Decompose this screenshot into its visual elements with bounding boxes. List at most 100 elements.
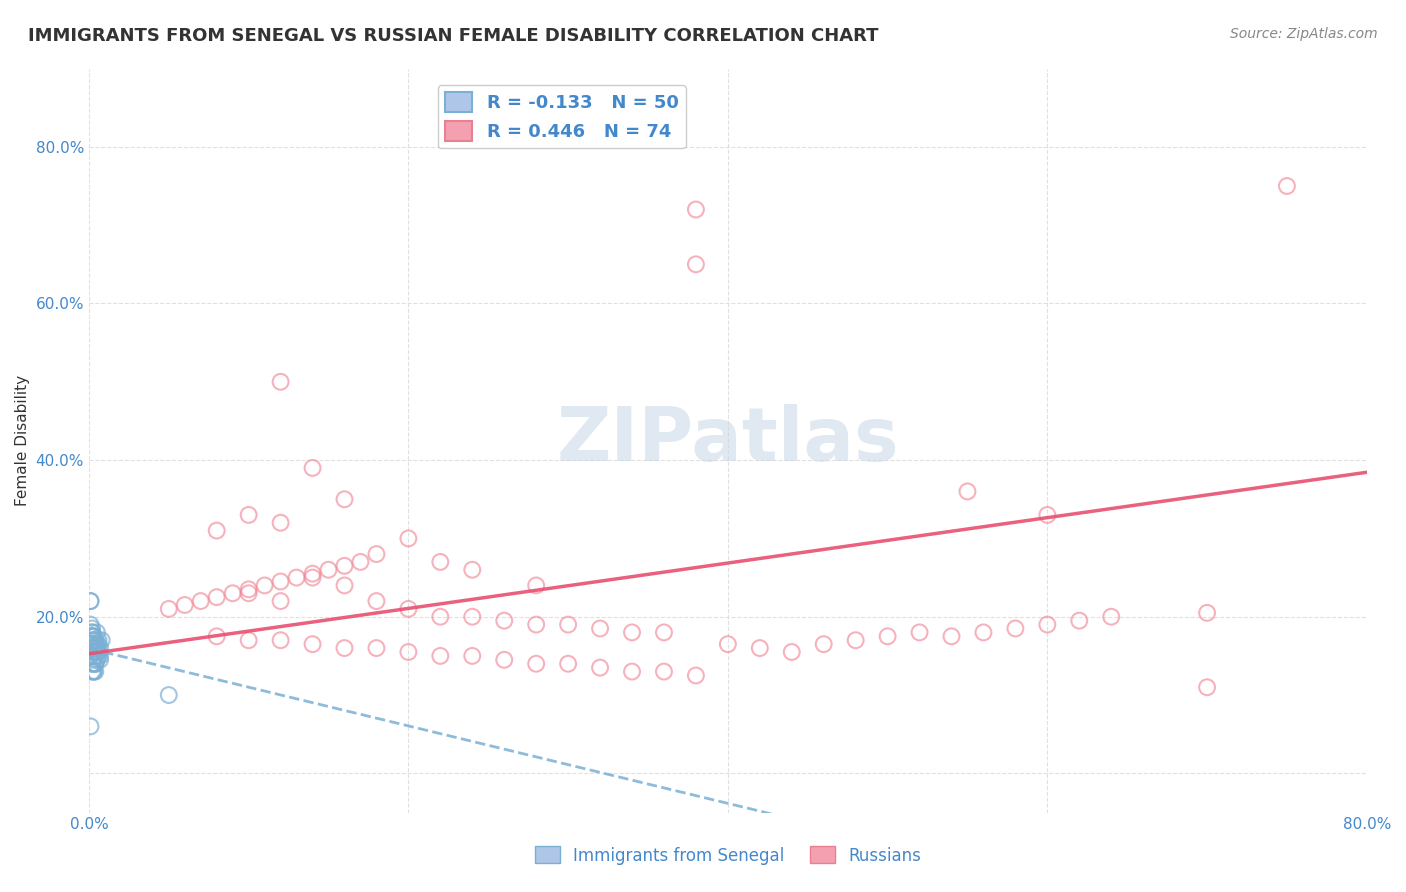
Point <box>813 637 835 651</box>
Point <box>86 637 108 651</box>
Point <box>301 637 323 651</box>
Point <box>83 645 105 659</box>
Point <box>429 648 451 663</box>
Point <box>270 574 292 589</box>
Point <box>333 558 356 573</box>
Point <box>1069 614 1091 628</box>
Point <box>79 617 101 632</box>
Point <box>1004 622 1026 636</box>
Point <box>190 594 212 608</box>
Point <box>524 578 547 592</box>
Point <box>83 665 105 679</box>
Point <box>685 202 707 217</box>
Point <box>1275 179 1298 194</box>
Point <box>86 641 108 656</box>
Point <box>270 633 292 648</box>
Point <box>621 665 644 679</box>
Point <box>205 524 228 538</box>
Point <box>238 586 260 600</box>
Point <box>301 566 323 581</box>
Y-axis label: Female Disability: Female Disability <box>15 375 30 506</box>
Point <box>253 578 276 592</box>
Point <box>366 641 388 656</box>
Text: IMMIGRANTS FROM SENEGAL VS RUSSIAN FEMALE DISABILITY CORRELATION CHART: IMMIGRANTS FROM SENEGAL VS RUSSIAN FEMAL… <box>28 27 879 45</box>
Point <box>82 625 104 640</box>
Point <box>83 645 105 659</box>
Point <box>318 563 340 577</box>
Point <box>238 633 260 648</box>
Point <box>205 590 228 604</box>
Point <box>238 508 260 522</box>
Point <box>396 645 419 659</box>
Point <box>84 657 107 671</box>
Point <box>461 563 484 577</box>
Point <box>685 668 707 682</box>
Point <box>717 637 740 651</box>
Point <box>79 719 101 733</box>
Point <box>84 633 107 648</box>
Text: Source: ZipAtlas.com: Source: ZipAtlas.com <box>1230 27 1378 41</box>
Point <box>87 645 110 659</box>
Point <box>956 484 979 499</box>
Point <box>84 641 107 656</box>
Point <box>173 598 195 612</box>
Point <box>333 578 356 592</box>
Point <box>557 617 579 632</box>
Point <box>429 609 451 624</box>
Point <box>86 641 108 656</box>
Point <box>1099 609 1122 624</box>
Point <box>82 629 104 643</box>
Point <box>494 614 516 628</box>
Point <box>83 633 105 648</box>
Point <box>82 637 104 651</box>
Point <box>87 637 110 651</box>
Point <box>83 665 105 679</box>
Point <box>366 547 388 561</box>
Point <box>941 629 963 643</box>
Point <box>301 461 323 475</box>
Point <box>82 629 104 643</box>
Point <box>748 641 770 656</box>
Point <box>221 586 243 600</box>
Point <box>82 622 104 636</box>
Point <box>333 492 356 507</box>
Point <box>238 582 260 597</box>
Point <box>86 653 108 667</box>
Point <box>908 625 931 640</box>
Point <box>845 633 868 648</box>
Point <box>780 645 803 659</box>
Point <box>1197 680 1219 694</box>
Point <box>83 629 105 643</box>
Point <box>157 688 180 702</box>
Point <box>83 629 105 643</box>
Point <box>270 516 292 530</box>
Point <box>301 571 323 585</box>
Point <box>396 532 419 546</box>
Point <box>83 653 105 667</box>
Point <box>524 657 547 671</box>
Point <box>285 571 308 585</box>
Point <box>83 641 105 656</box>
Point <box>1036 508 1059 522</box>
Point <box>589 622 612 636</box>
Point <box>79 648 101 663</box>
Point <box>205 629 228 643</box>
Legend: R = -0.133   N = 50, R = 0.446   N = 74: R = -0.133 N = 50, R = 0.446 N = 74 <box>437 85 686 148</box>
Point <box>494 653 516 667</box>
Point <box>461 648 484 663</box>
Point <box>589 660 612 674</box>
Point <box>86 625 108 640</box>
Point <box>524 617 547 632</box>
Point <box>84 657 107 671</box>
Point <box>685 257 707 271</box>
Point <box>87 648 110 663</box>
Point <box>396 602 419 616</box>
Point <box>621 625 644 640</box>
Point <box>79 594 101 608</box>
Point <box>972 625 994 640</box>
Point <box>84 648 107 663</box>
Point <box>1036 617 1059 632</box>
Point <box>87 633 110 648</box>
Point <box>79 648 101 663</box>
Point <box>366 594 388 608</box>
